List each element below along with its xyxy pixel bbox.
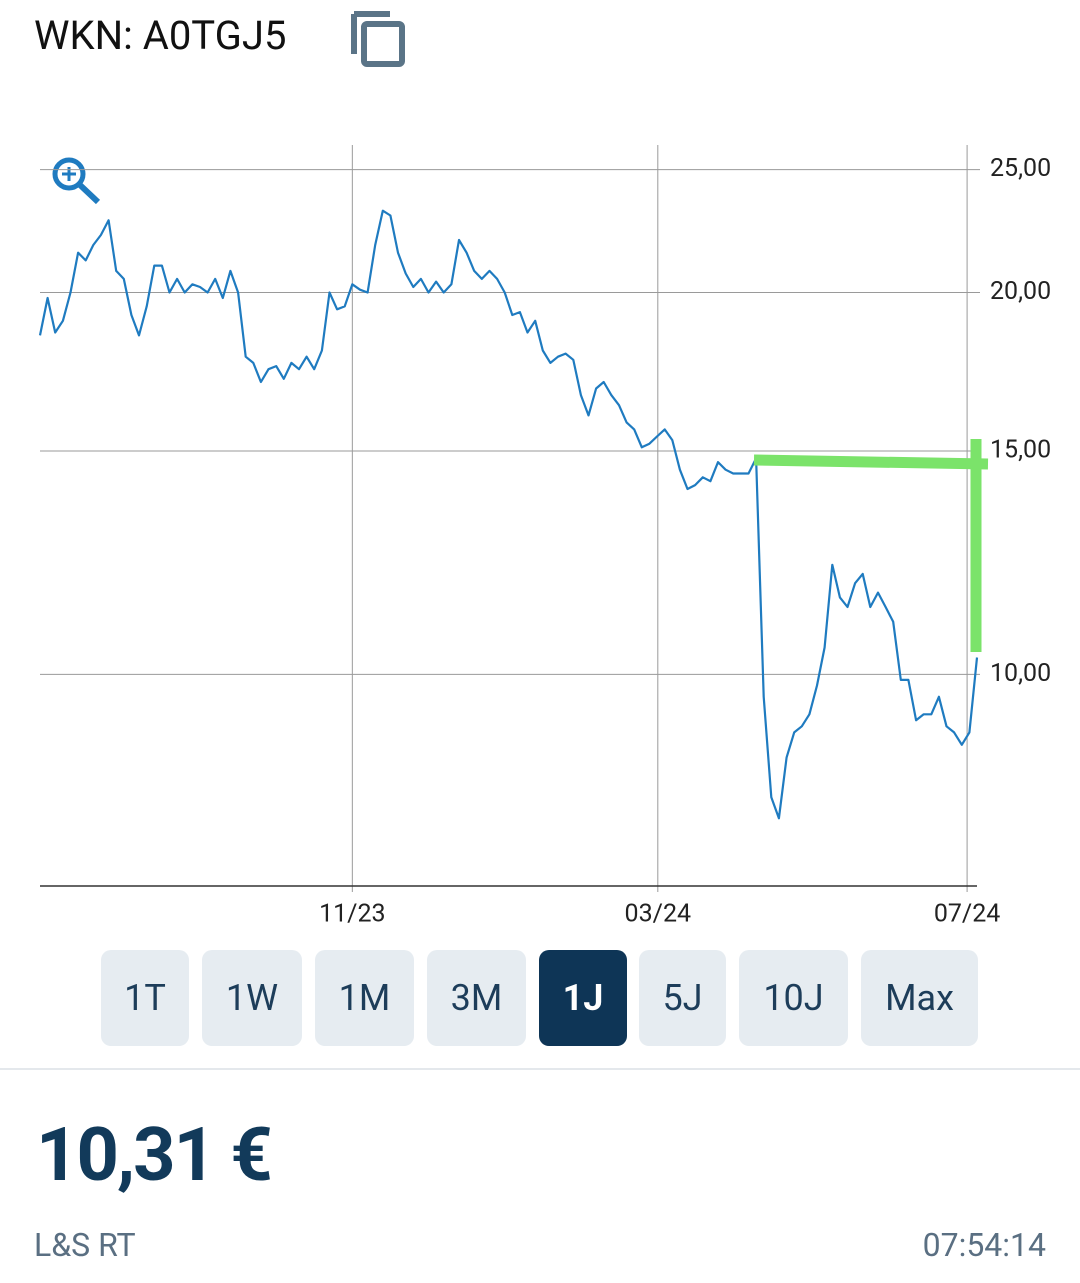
range-button[interactable]: 3M [427,950,526,1046]
range-selector: 1T 1W 1M 3M 1J 5J 10J Max [0,950,1080,1046]
y-tick-label: 10,00 [990,659,1051,688]
time: 07:54:14 [922,1226,1046,1264]
price: 10,31 € [36,1112,273,1199]
exchange: L&S RT [34,1226,136,1264]
separator [0,1068,1080,1070]
x-tick-label: 07/24 [934,900,1001,929]
y-tick-label: 25,00 [990,154,1051,183]
range-button[interactable]: 1W [202,950,302,1046]
range-button[interactable]: 1T [101,950,189,1046]
range-button[interactable]: 1M [315,950,414,1046]
annotation [753,439,989,652]
range-button[interactable]: 1J [539,950,627,1046]
range-button[interactable]: 5J [639,950,726,1046]
range-button[interactable]: Max [861,950,978,1046]
wkn: WKN: A0TGJ5 [34,12,287,59]
range-button[interactable]: 10J [739,950,848,1046]
zoom-button[interactable] [52,157,101,205]
y-tick-label: 20,00 [990,277,1051,306]
chart: 25,00 20,00 15,00 10,00 11/23 03/24 07/24 [38,145,1051,929]
copy-button[interactable] [350,8,410,70]
price-line [38,209,979,820]
x-tick-label: 03/24 [625,900,692,929]
y-tick-label: 15,00 [990,436,1051,465]
x-tick-label: 11/23 [319,900,386,929]
